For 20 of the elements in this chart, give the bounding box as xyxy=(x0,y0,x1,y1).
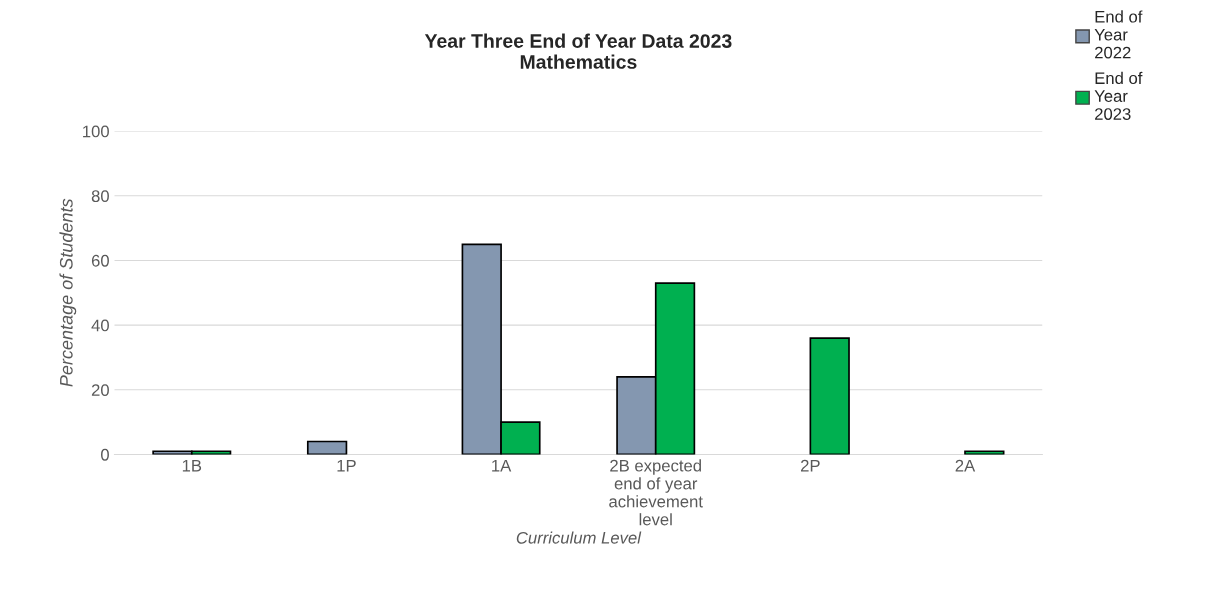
x-tick-label: 2A xyxy=(955,459,976,472)
y-tick-label: 80 xyxy=(91,190,109,203)
x-axis-title: Curriculum Level xyxy=(516,531,642,544)
legend-label: End of Year 2022 xyxy=(1094,10,1143,59)
legend-label: End of Year 2023 xyxy=(1094,71,1143,120)
x-tick-label: 1P xyxy=(337,459,356,472)
x-tick-label: 2B expected end of year achievement level xyxy=(609,459,703,526)
x-tick-label: 1B xyxy=(182,459,202,472)
bar xyxy=(809,337,850,455)
y-tick-label: 100 xyxy=(83,125,109,138)
y-tick-label: 0 xyxy=(101,448,109,461)
y-tick-label: 60 xyxy=(91,254,109,267)
y-axis-title: Percentage of Students xyxy=(59,198,77,387)
bar xyxy=(964,450,1005,455)
x-tick-label: 1A xyxy=(492,459,512,472)
y-tick-label: 20 xyxy=(91,384,109,396)
chart-title: Year Three End of Year Data 2023 Mathematics xyxy=(424,33,732,69)
y-tick-label: 40 xyxy=(91,319,109,332)
bar xyxy=(306,440,348,455)
x-tick-label: 2P xyxy=(801,459,820,472)
